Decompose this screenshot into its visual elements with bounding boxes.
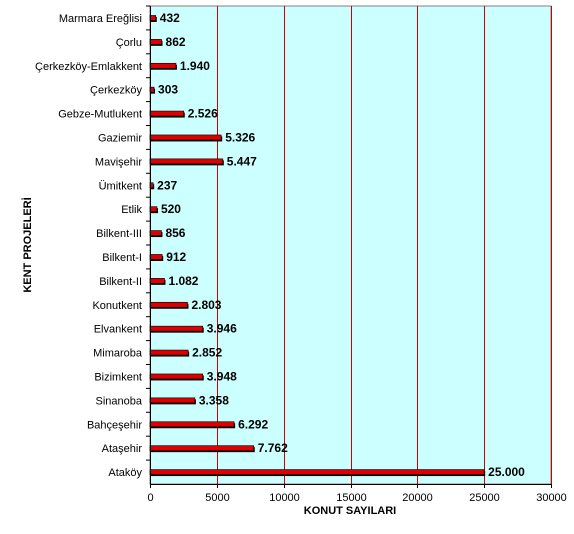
data-label: 856 [165,226,185,240]
x-tick-label: 25000 [469,492,500,504]
bar [149,301,188,308]
bar [149,469,485,475]
category-label: Gaziemir [98,132,142,144]
data-label: 1.082 [168,274,198,288]
data-label: 5.447 [227,154,257,168]
data-label: 862 [166,35,186,49]
data-label: 3.948 [207,369,237,383]
category-label: Etlik [121,204,142,216]
category-label: Bilkent-III [96,228,142,240]
data-label: 303 [158,83,178,97]
data-label: 237 [157,178,177,192]
data-label: 7.762 [258,441,288,455]
bar [149,134,222,141]
category-label: Çerkezköy-Emlakkent [35,61,142,73]
category-label: Çorlu [116,37,142,49]
x-tick-label: 15000 [336,492,367,504]
data-label: 3.358 [199,393,229,407]
data-label: 25.000 [488,465,525,479]
bar [149,230,162,236]
x-tick-label: 0 [147,492,153,504]
category-label: Bilkent-I [102,252,142,264]
data-label: 912 [166,250,186,264]
x-tick-label: 20000 [402,492,433,504]
data-label: 3.946 [207,322,237,336]
x-axis-title: KONUT SAYILARI [304,505,397,517]
category-label: Ataşehir [102,443,143,455]
bar [149,397,196,404]
labels: 432 Marmara Ereğlisi 862 Çorlu 1.940 Çerkezkö… [35,5,525,479]
category-label: Bahçeşehir [87,419,142,431]
plot-area [149,5,552,485]
bar [149,110,185,117]
category-label: Konutkent [92,300,142,312]
category-label: Marmara Ereğlisi [59,13,142,25]
bar [149,278,165,284]
category-label: Mavişehir [95,156,142,168]
data-label: 1.940 [180,59,210,73]
data-label: 2.526 [188,107,218,121]
bar [149,39,162,45]
bar [149,373,204,380]
category-label: Bilkent-II [99,276,142,288]
bar [149,421,235,428]
bar [149,349,189,356]
bar [149,325,204,332]
category-label: Çerkezköy [90,85,142,97]
x-tick-label: 10000 [269,492,300,504]
category-label: Elvankent [94,324,142,336]
x-tick-label: 5000 [205,492,229,504]
data-label: 432 [160,11,180,25]
bar [149,62,177,69]
category-label: Ümitkent [99,180,142,192]
category-label: Gebze-Mutlukent [58,109,142,121]
bar [149,254,163,260]
bar [149,158,224,165]
bar [149,445,255,451]
data-label: 2.852 [192,346,222,360]
axes: 0 5000 10000 15000 20000 25000 30000 [147,6,567,504]
x-tick-label: 30000 [536,492,567,504]
gridlines [217,6,552,484]
data-label: 2.803 [191,298,221,312]
category-label: Mimaroba [93,348,143,360]
data-label: 5.326 [225,130,255,144]
data-label: 6.292 [238,417,268,431]
y-axis-title: KENT PROJELERİ [21,197,34,292]
bar [149,206,158,212]
category-label: Sinanoba [96,395,143,407]
data-label: 520 [161,202,181,216]
category-label: Ataköy [108,467,142,479]
category-label: Bizimkent [94,371,142,383]
